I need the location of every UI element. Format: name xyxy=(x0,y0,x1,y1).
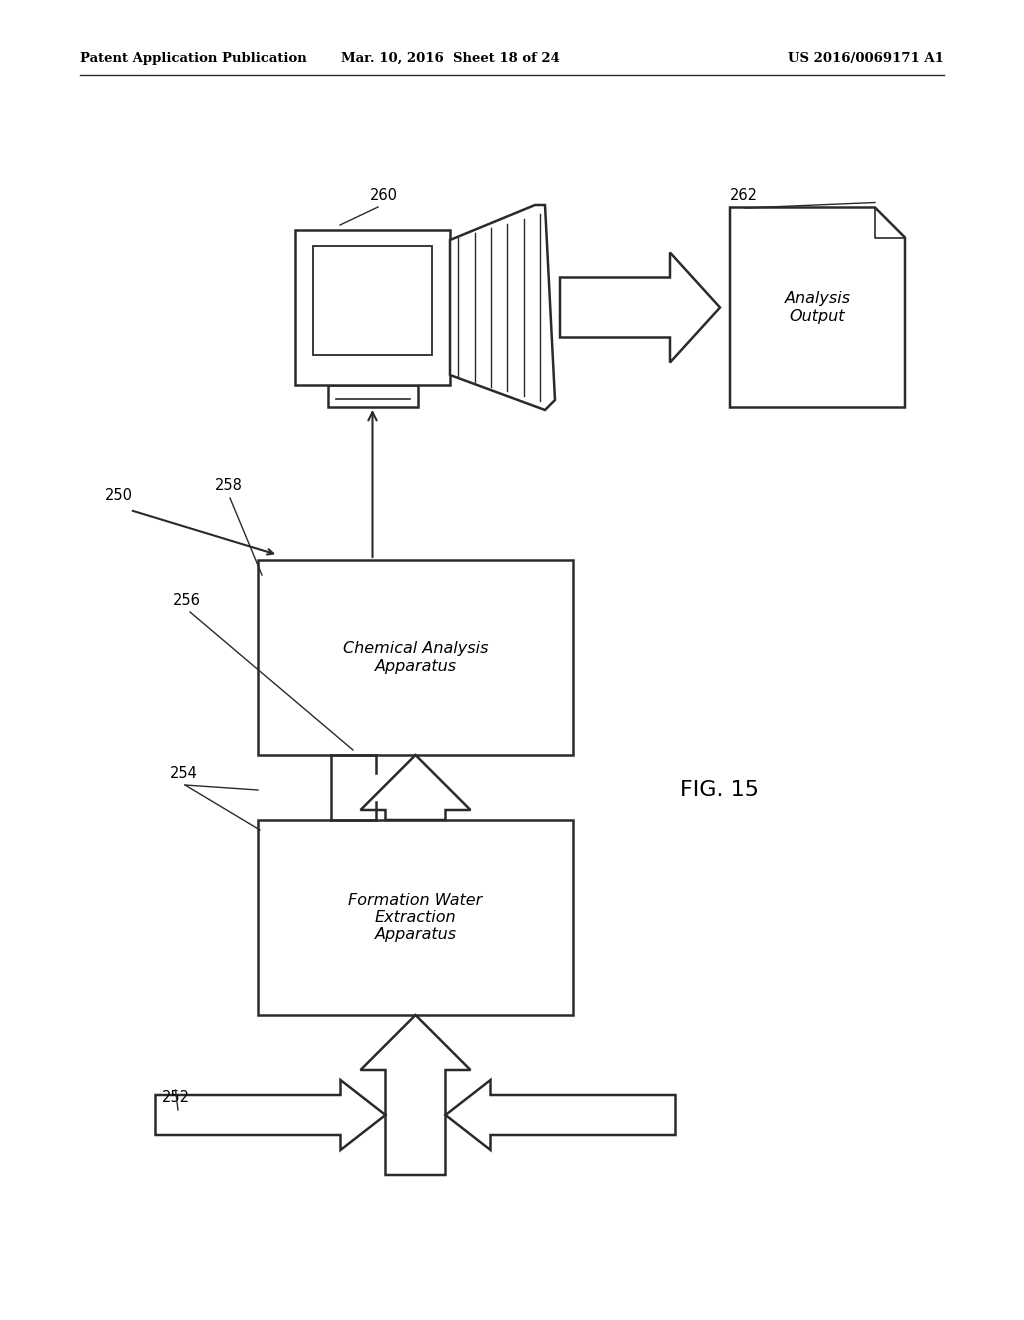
Text: Analysis
Output: Analysis Output xyxy=(784,292,851,323)
Polygon shape xyxy=(360,1015,470,1175)
Text: FIG. 15: FIG. 15 xyxy=(680,780,759,800)
Text: Patent Application Publication: Patent Application Publication xyxy=(80,51,307,65)
Bar xyxy=(258,820,573,1015)
Text: 260: 260 xyxy=(370,187,398,203)
Text: Mar. 10, 2016  Sheet 18 of 24: Mar. 10, 2016 Sheet 18 of 24 xyxy=(341,51,559,65)
Text: 254: 254 xyxy=(170,766,198,781)
Text: Formation Water
Extraction
Apparatus: Formation Water Extraction Apparatus xyxy=(348,892,482,942)
Polygon shape xyxy=(156,1080,385,1150)
Text: Chemical Analysis
Apparatus: Chemical Analysis Apparatus xyxy=(343,642,488,673)
Polygon shape xyxy=(445,1080,676,1150)
Text: US 2016/0069171 A1: US 2016/0069171 A1 xyxy=(788,51,944,65)
Text: 258: 258 xyxy=(215,478,243,492)
Text: 250: 250 xyxy=(105,488,133,503)
Bar xyxy=(328,385,418,407)
Bar xyxy=(258,560,573,755)
Polygon shape xyxy=(450,205,555,411)
Text: 256: 256 xyxy=(173,593,201,609)
Polygon shape xyxy=(360,755,470,820)
Bar xyxy=(295,230,450,385)
Polygon shape xyxy=(730,207,905,408)
Polygon shape xyxy=(560,252,720,363)
Text: 252: 252 xyxy=(162,1090,190,1105)
Bar xyxy=(313,246,432,355)
Text: 262: 262 xyxy=(730,187,758,203)
